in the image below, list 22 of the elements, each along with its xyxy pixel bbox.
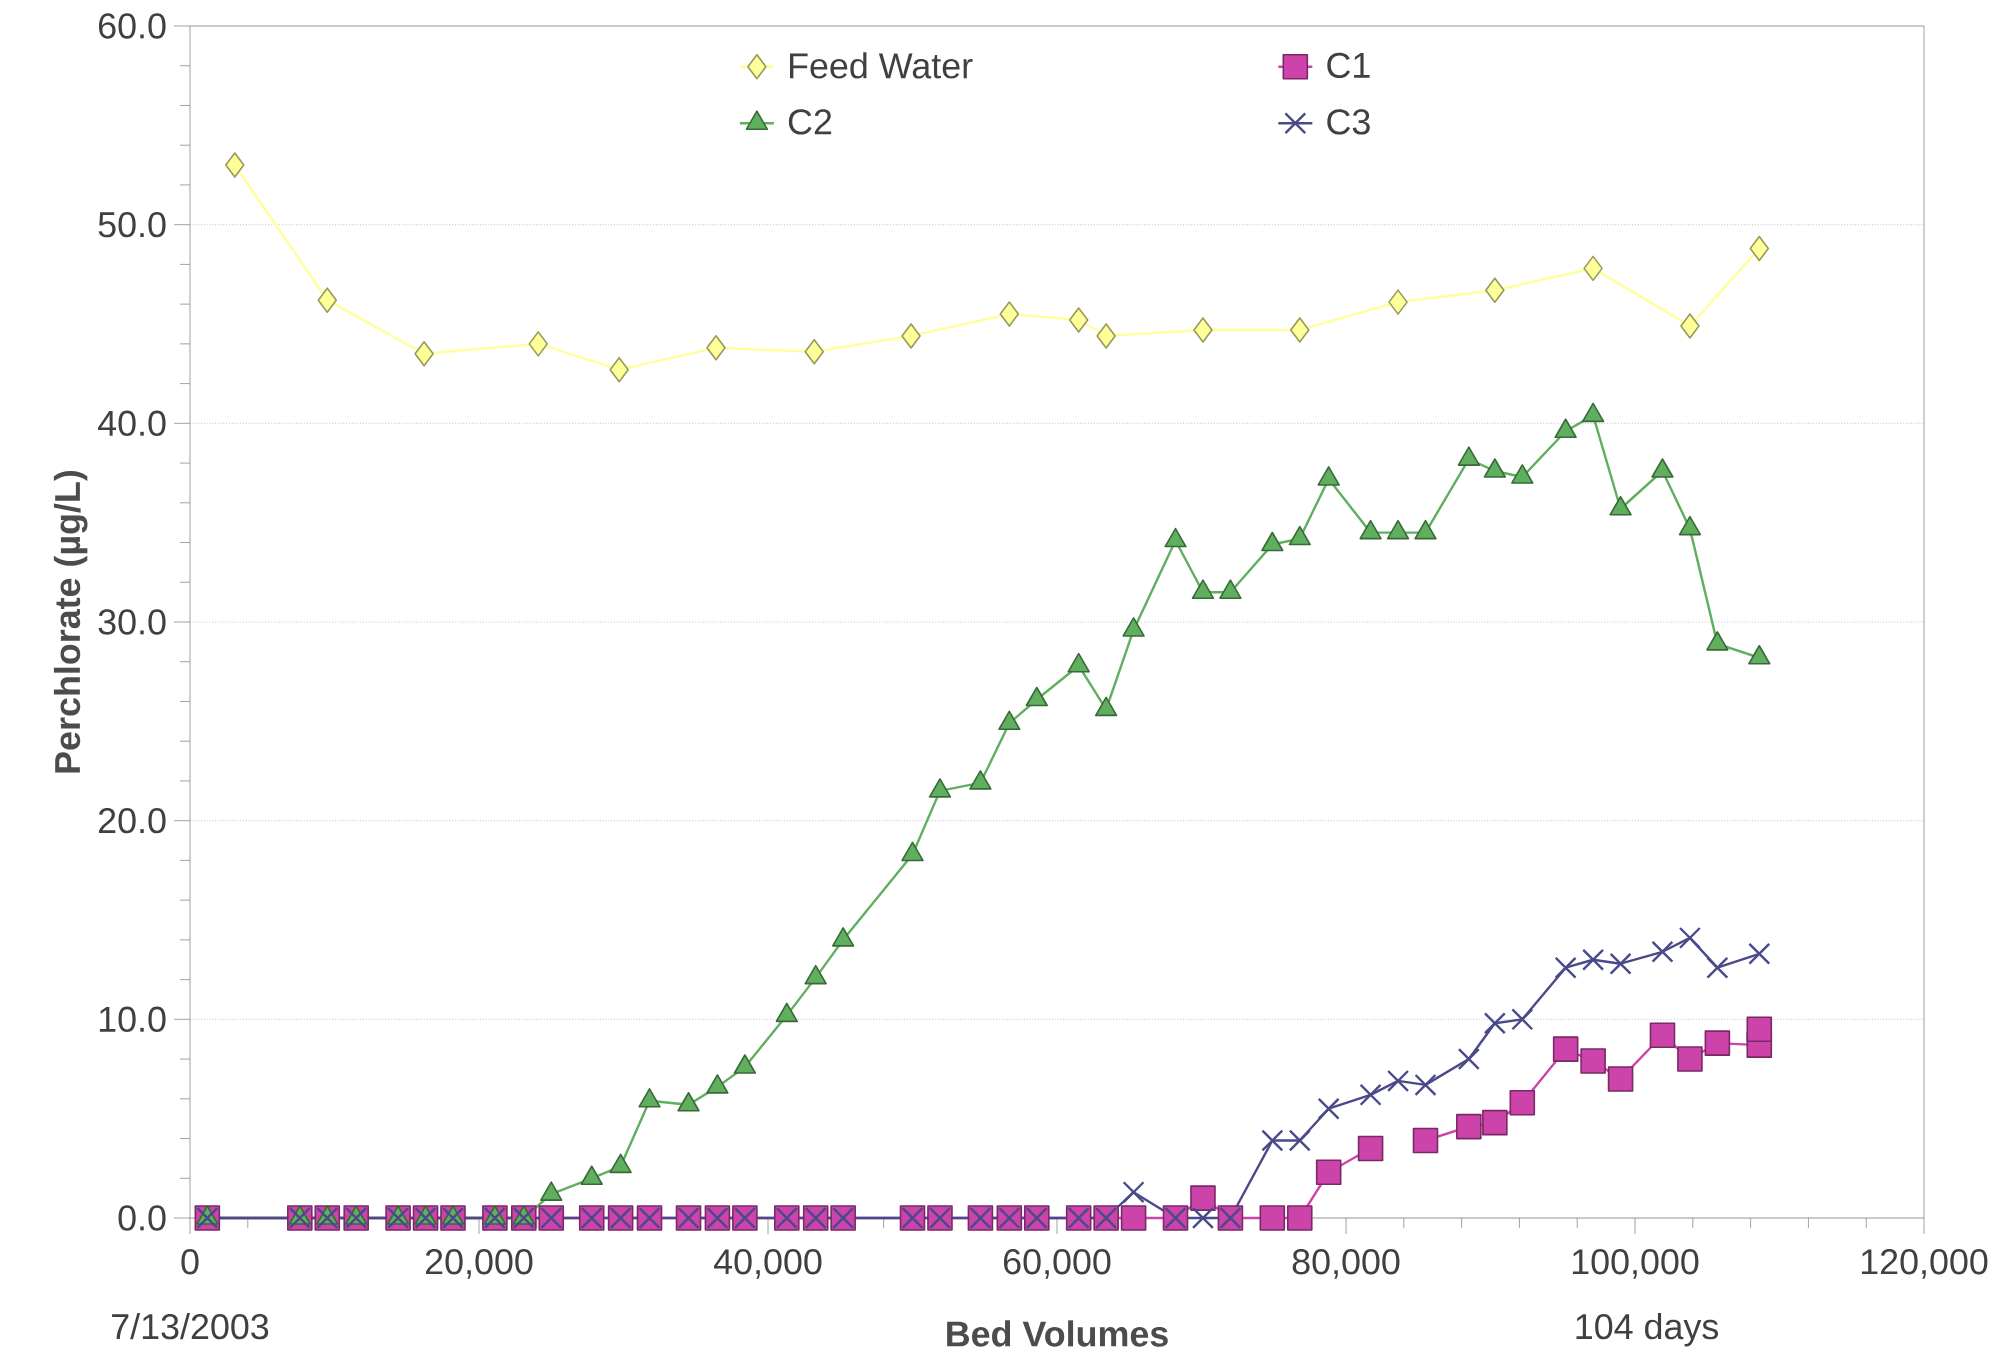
x-tick-label: 120,000 xyxy=(1861,1249,1988,1279)
legend-label: C3 xyxy=(1327,109,1370,135)
legend-label: Feed Water xyxy=(790,52,973,79)
x-tick-label: 40,000 xyxy=(713,1249,822,1279)
x-tick-label: 100,000 xyxy=(1572,1249,1699,1279)
x-tick-label: 80,000 xyxy=(1292,1249,1400,1279)
y-tick-label: 20.0 xyxy=(98,807,166,834)
y-axis-title: Perchlorate (µg/L) xyxy=(53,470,88,773)
x-tick-label: 0 xyxy=(181,1249,199,1275)
x-tick-label: 20,000 xyxy=(425,1249,533,1279)
y-tick-label: 60.0 xyxy=(98,13,166,39)
y-tick-label: 40.0 xyxy=(97,410,166,437)
text: 104 days xyxy=(1576,1313,1719,1347)
legend-label: C2 xyxy=(788,109,832,135)
x-tick-label: 60,000 xyxy=(1003,1249,1111,1279)
x-axis-title: Bed Volumes xyxy=(947,1320,1168,1347)
y-tick-label: 30.0 xyxy=(98,609,166,635)
y-tick-label: 50.0 xyxy=(98,211,166,238)
legend-label: C1 xyxy=(1327,52,1370,79)
y-tick-label: 10.0 xyxy=(99,1006,166,1033)
y-tick-label: 0.0 xyxy=(118,1205,166,1231)
text: 7/13/2003 xyxy=(112,1313,269,1340)
